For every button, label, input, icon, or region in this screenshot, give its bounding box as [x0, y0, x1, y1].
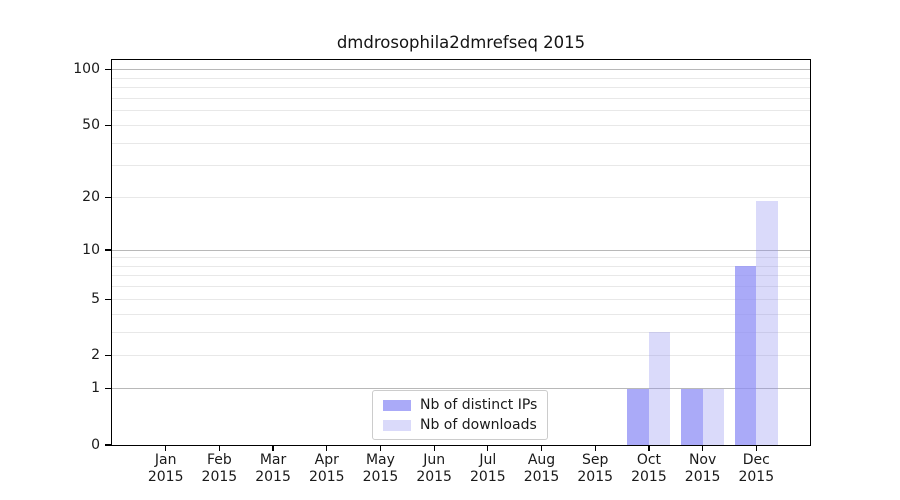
minor-gridline	[112, 265, 810, 267]
y-tick-label: 100	[73, 61, 100, 78]
x-tick-month: Nov	[688, 452, 717, 468]
bar-downloads-nov-2015	[702, 388, 725, 445]
bar-downloads-dec-2015	[756, 201, 778, 445]
x-tick-label: Nov 2015	[671, 452, 735, 485]
x-tick-year: 2015	[577, 468, 614, 485]
minor-gridline	[112, 331, 810, 333]
y-tick-label: 50	[82, 116, 100, 133]
plot-area: dmdrosophila2dmrefseq 2015 Nb of distinc…	[73, 33, 811, 485]
x-tick-year: 2015	[470, 468, 506, 485]
x-tick-month: May	[365, 452, 395, 468]
x-tick-mark	[326, 446, 328, 452]
y-tick-mark	[105, 388, 111, 390]
y-tick-mark	[105, 355, 111, 357]
y-tick-label: 10	[82, 241, 100, 258]
minor-gridline	[112, 124, 810, 126]
y-tick-mark	[105, 124, 111, 126]
y-tick-mark	[105, 444, 111, 446]
x-tick-year: 2015	[255, 468, 291, 485]
x-tick-label: Feb 2015	[187, 452, 251, 485]
y-tick-mark	[105, 196, 111, 199]
x-tick-month: Jun	[423, 452, 446, 468]
minor-gridline	[112, 87, 810, 89]
y-tick-mark	[105, 69, 111, 71]
x-tick-year: 2015	[362, 468, 399, 485]
minor-gridline	[112, 355, 810, 357]
x-tick-month: Aug	[527, 452, 556, 468]
minor-gridline	[112, 197, 810, 198]
x-tick-mark	[540, 446, 543, 452]
x-tick-mark	[165, 446, 167, 452]
minor-gridline	[112, 286, 810, 288]
minor-gridline	[112, 110, 810, 112]
x-tick-year: 2015	[201, 468, 238, 485]
bar-distinct-ips-oct-2015	[627, 388, 649, 445]
x-tick-month: Jan	[154, 452, 177, 468]
x-tick-month: Jul	[479, 452, 497, 468]
minor-gridline	[112, 97, 810, 99]
major-gridline	[112, 69, 810, 71]
x-tick-year: 2015	[523, 468, 560, 485]
minor-gridline	[112, 257, 810, 259]
x-tick-year: 2015	[738, 468, 775, 485]
x-tick-mark	[433, 446, 435, 452]
x-tick-mark	[487, 446, 489, 452]
x-tick-mark	[755, 446, 757, 452]
x-tick-label: Sep 2015	[563, 452, 627, 485]
x-tick-label: May 2015	[348, 452, 412, 485]
legend-entry-downloads: Nb of downloads	[383, 416, 537, 434]
legend-entry-distinct-ips: Nb of distinct IPs	[383, 396, 537, 414]
chart-title: dmdrosophila2dmrefseq 2015	[336, 33, 586, 52]
x-tick-label: Mar 2015	[241, 452, 305, 485]
x-tick-mark	[379, 446, 382, 452]
y-tick-label: 20	[82, 189, 100, 205]
legend: Nb of distinct IPs Nb of downloads	[372, 390, 549, 440]
legend-label-downloads: Nb of downloads	[420, 417, 537, 433]
minor-gridline	[112, 313, 810, 315]
legend-swatch-distinct-ips	[383, 399, 411, 411]
x-tick-mark	[702, 446, 704, 452]
y-tick-label: 5	[91, 290, 100, 307]
x-tick-mark	[218, 446, 220, 452]
x-tick-label: Jan 2015	[134, 452, 198, 485]
x-tick-month: Oct	[636, 452, 662, 468]
y-tick-mark	[105, 249, 111, 251]
y-tick-mark	[105, 298, 111, 300]
x-tick-mark	[648, 446, 650, 452]
x-tick-label: Apr 2015	[295, 452, 359, 485]
x-tick-label: Jul 2015	[456, 452, 520, 485]
x-tick-month: Sep	[582, 452, 609, 468]
y-tick-label: 2	[91, 347, 100, 364]
x-tick-label: Oct 2015	[617, 452, 681, 485]
bar-distinct-ips-dec-2015	[734, 266, 757, 445]
x-tick-year: 2015	[308, 468, 345, 485]
legend-swatch-downloads	[383, 419, 411, 431]
legend-label-distinct-ips: Nb of distinct IPs	[420, 397, 538, 413]
x-tick-mark	[272, 446, 274, 452]
x-tick-label: Dec 2015	[724, 452, 788, 485]
major-gridline	[112, 388, 810, 390]
x-tick-month: Feb	[206, 452, 232, 468]
x-tick-month: Mar	[259, 452, 287, 468]
minor-gridline	[112, 165, 810, 167]
minor-gridline	[112, 298, 810, 300]
x-tick-mark	[594, 446, 596, 452]
x-tick-label: Aug 2015	[510, 452, 574, 485]
minor-gridline	[112, 142, 810, 144]
minor-gridline	[112, 77, 810, 79]
x-tick-month: Dec	[742, 452, 770, 468]
x-tick-label: Jun 2015	[402, 452, 466, 485]
major-gridline	[112, 249, 810, 251]
bar-downloads-oct-2015	[648, 332, 671, 445]
x-tick-year: 2015	[147, 468, 184, 485]
bar-distinct-ips-nov-2015	[681, 388, 703, 445]
x-tick-year: 2015	[631, 468, 667, 485]
x-tick-month: Apr	[314, 452, 339, 468]
x-tick-year: 2015	[416, 468, 452, 485]
y-tick-label: 0	[91, 436, 100, 453]
minor-gridline	[112, 275, 810, 277]
y-tick-label: 1	[91, 380, 100, 397]
x-tick-year: 2015	[684, 468, 721, 485]
